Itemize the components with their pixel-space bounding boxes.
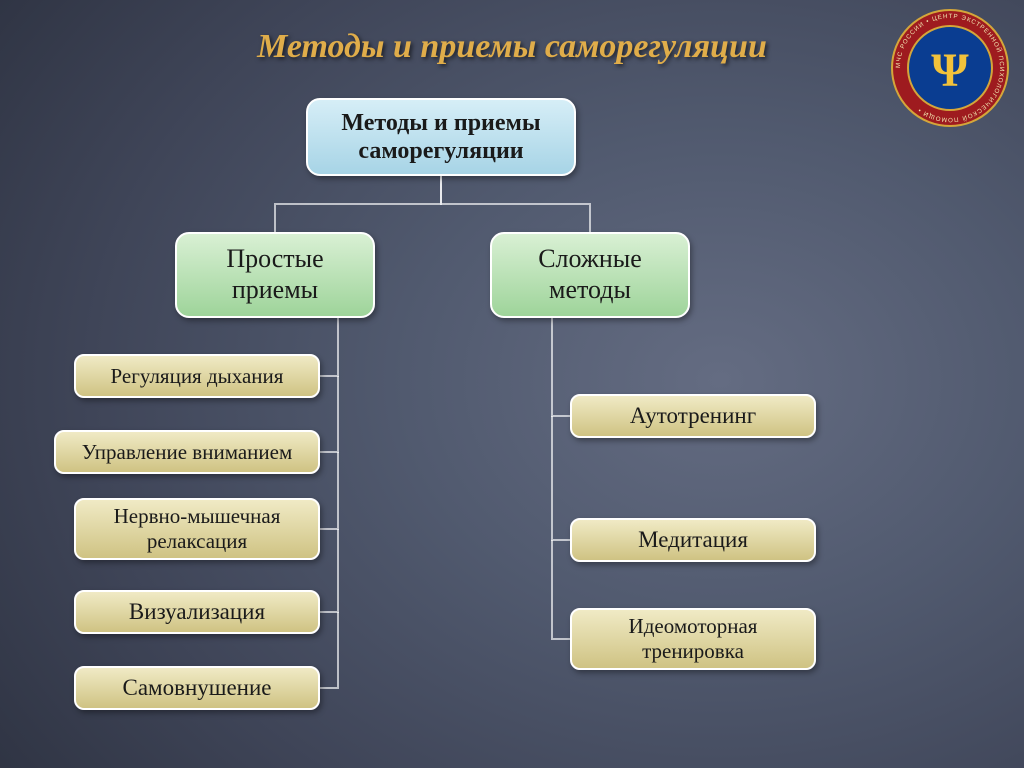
node-s4: Визуализация — [74, 590, 320, 634]
node-c1: Аутотренинг — [570, 394, 816, 438]
node-c2: Медитация — [570, 518, 816, 562]
node-s2: Управление вниманием — [54, 430, 320, 474]
node-complex: Сложные методы — [490, 232, 690, 318]
node-root: Методы и приемы саморегуляции — [306, 98, 576, 176]
node-s3: Нервно-мышечная релаксация — [74, 498, 320, 560]
slide-title: Методы и приемы саморегуляции — [0, 28, 1024, 66]
node-s1: Регуляция дыхания — [74, 354, 320, 398]
emblem-logo: Ψ МЧС РОССИИ • ЦЕНТР ЭКСТРЕННОЙ ПСИХОЛОГ… — [890, 8, 1010, 128]
node-simple: Простые приемы — [175, 232, 375, 318]
node-s5: Самовнушение — [74, 666, 320, 710]
svg-text:Ψ: Ψ — [931, 44, 969, 97]
node-c3: Идеомоторная тренировка — [570, 608, 816, 670]
